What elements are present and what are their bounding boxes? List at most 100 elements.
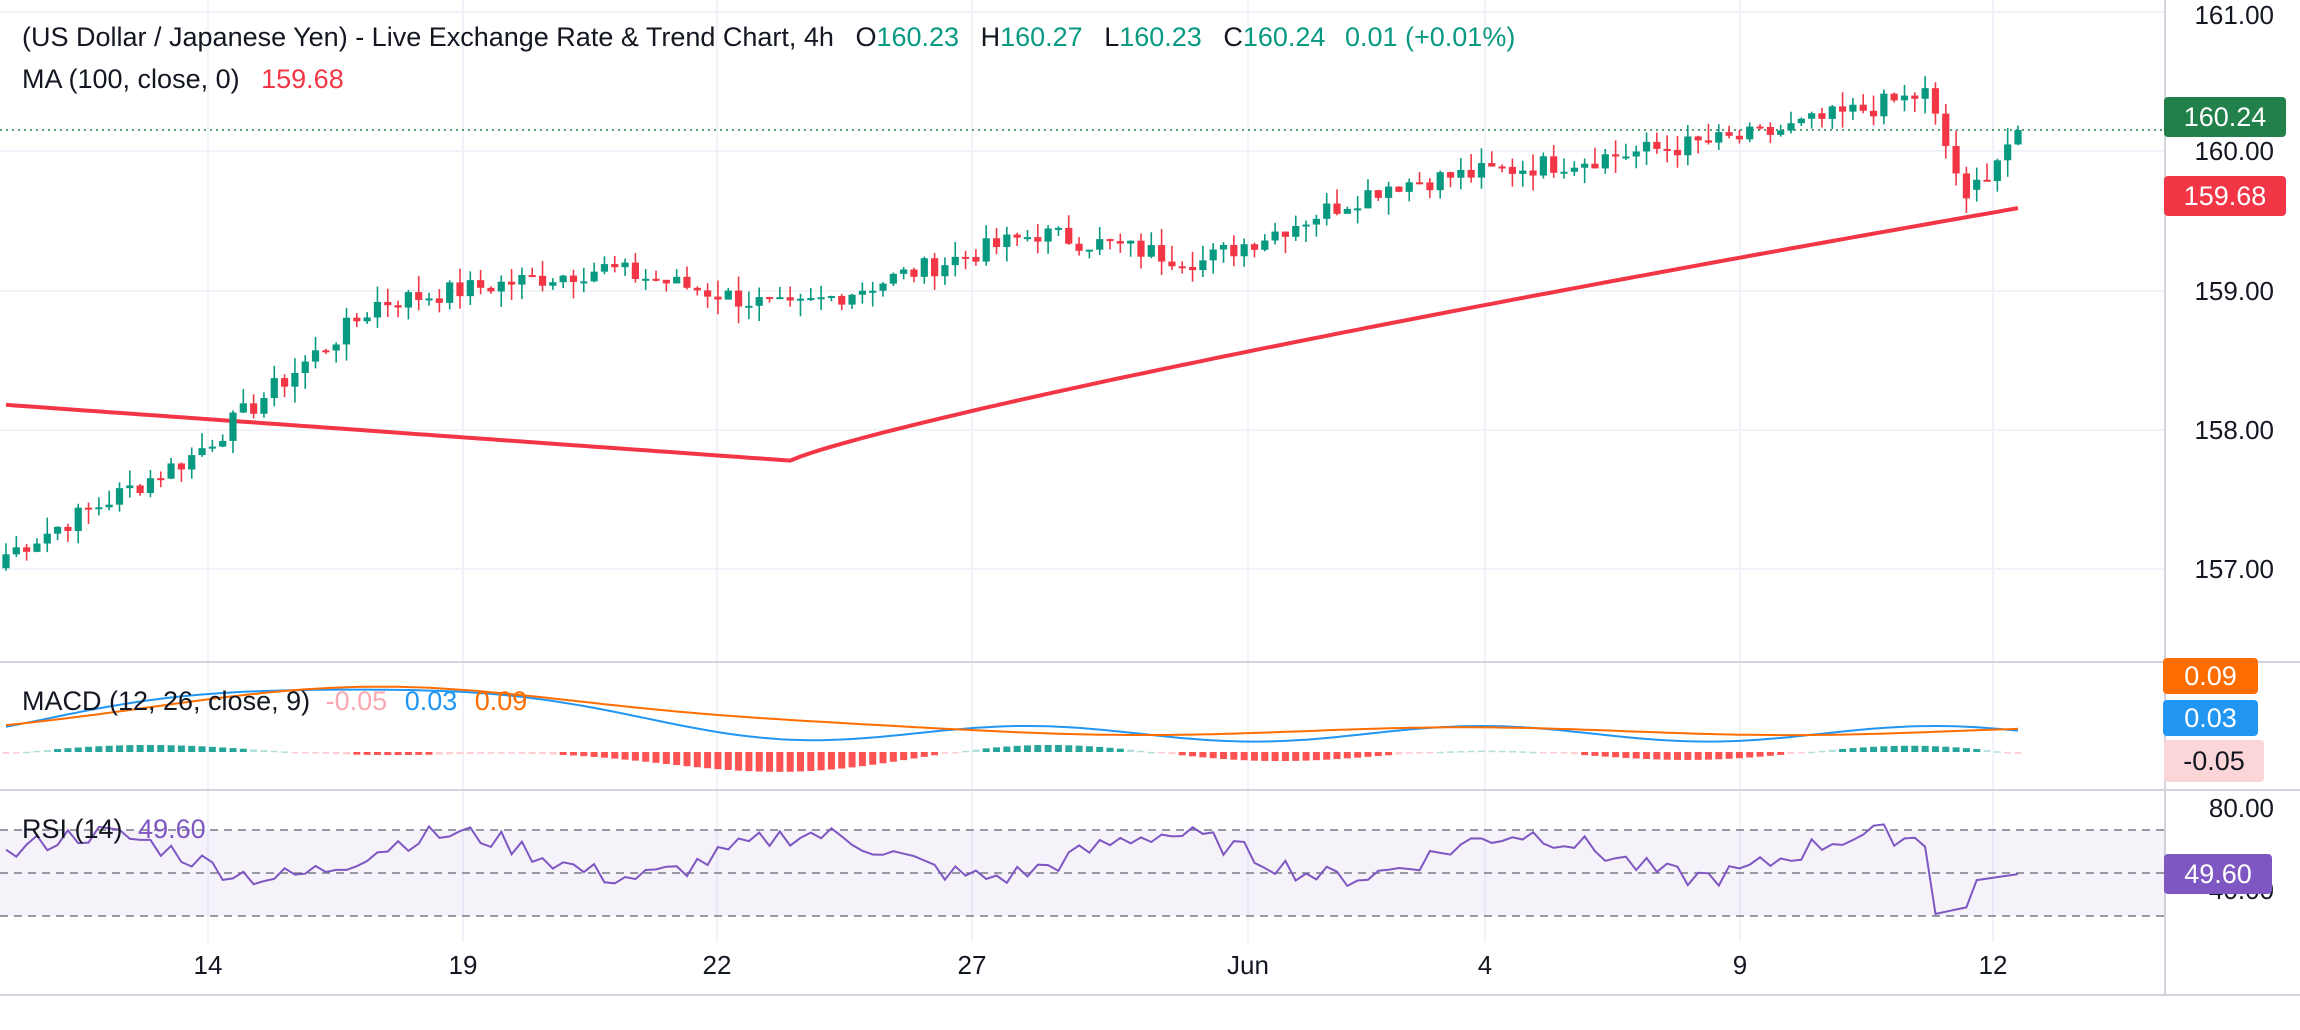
candle-body xyxy=(1158,245,1166,262)
candle-body xyxy=(1601,154,1609,169)
candle-body xyxy=(1096,239,1104,250)
candle-body xyxy=(1415,182,1424,185)
macd-histogram-bar xyxy=(858,752,866,767)
candle-body xyxy=(1488,163,1496,167)
candle-body xyxy=(1622,156,1630,159)
candle-body xyxy=(1323,203,1331,219)
macd-legend[interactable]: MACD (12, 26, close, 9) -0.05 0.03 0.09 xyxy=(22,686,528,716)
candle-body xyxy=(693,287,701,291)
candle-body xyxy=(992,238,1001,248)
macd-histogram-bar xyxy=(869,752,877,765)
candle-body xyxy=(1694,136,1702,141)
candle-body xyxy=(1013,234,1021,238)
macd-histogram-bar xyxy=(2004,752,2012,754)
macd-histogram-bar xyxy=(1550,752,1558,754)
price-axis-label: 160.00 xyxy=(2194,136,2274,166)
macd-histogram-bar xyxy=(167,745,175,752)
date-label: 19 xyxy=(448,950,478,980)
macd-histogram-bar xyxy=(735,752,743,771)
candle-body xyxy=(1725,132,1733,136)
rsi-axis-upper: 80.00 xyxy=(2208,793,2274,823)
candle-body xyxy=(198,448,206,456)
macd-histogram-bar xyxy=(807,752,815,771)
candle-body xyxy=(518,275,526,285)
candle-body xyxy=(951,256,959,266)
macd-histogram-bar xyxy=(1931,746,1939,752)
candle-body xyxy=(1230,244,1238,257)
macd-histogram-bar xyxy=(1374,752,1382,757)
candle-body xyxy=(23,547,31,552)
candle-body xyxy=(177,463,186,470)
candle-body xyxy=(1374,190,1382,198)
date-label: 14 xyxy=(193,950,223,980)
candle-body xyxy=(1395,186,1403,192)
macd-histogram-bar xyxy=(1983,750,1991,752)
candle-body xyxy=(1880,93,1888,117)
candle-body xyxy=(941,265,949,277)
candle-body xyxy=(43,533,51,544)
macd-histogram-bar xyxy=(662,752,670,764)
candle-body xyxy=(848,294,856,305)
candle-body xyxy=(208,446,216,449)
macd-histogram-bar xyxy=(12,752,20,754)
candle-body xyxy=(136,485,144,494)
candle-body xyxy=(704,290,712,297)
macd-histogram-bar xyxy=(972,749,980,752)
candle-body xyxy=(652,278,660,281)
macd-histogram-bar xyxy=(1488,750,1496,753)
candle-body xyxy=(1385,186,1393,198)
candle-body xyxy=(1818,113,1826,119)
candle-body xyxy=(1405,182,1413,192)
macd-histogram-bar xyxy=(1529,751,1537,754)
candle-body xyxy=(1034,237,1042,242)
macd-histogram-bar xyxy=(229,748,237,752)
ma-price-tag: 159.68 xyxy=(2164,176,2286,216)
macd-histogram-bar xyxy=(1333,752,1341,760)
candle-body xyxy=(1766,126,1774,135)
macd-histogram-bar xyxy=(796,752,804,772)
macd-histogram-bar xyxy=(1199,752,1207,758)
candle-body xyxy=(12,547,20,555)
candle-body xyxy=(807,298,815,301)
macd-histogram-bar xyxy=(208,746,216,752)
candle-body xyxy=(1828,106,1836,119)
macd-histogram-bar xyxy=(239,748,247,752)
macd-histogram-bar xyxy=(384,752,392,756)
macd-histogram-bar xyxy=(466,752,474,755)
macd-histogram-bar xyxy=(518,752,526,754)
last-price-tag: 160.24 xyxy=(2164,97,2286,137)
macd-histogram-bar xyxy=(126,745,134,752)
macd-pane xyxy=(2,685,2022,772)
candle-body xyxy=(1591,163,1599,169)
macd-histogram-bar xyxy=(342,752,350,755)
instrument-title: (US Dollar / Japanese Yen) - Live Exchan… xyxy=(22,22,834,52)
candle-body xyxy=(600,264,609,272)
macd-histogram-bar xyxy=(1116,748,1124,752)
candle-body xyxy=(1498,166,1506,169)
open-value: 160.23 xyxy=(876,22,960,52)
macd-histogram-bar xyxy=(1591,752,1599,756)
macd-histogram-bar xyxy=(528,752,536,754)
ma100-line xyxy=(0,129,2165,463)
candle-body xyxy=(1261,240,1269,250)
ma-legend[interactable]: MA (100, close, 0) 159.68 xyxy=(22,64,344,94)
candle-body xyxy=(1302,224,1310,227)
candle-body xyxy=(1942,113,1950,147)
macd-histogram-bar xyxy=(1570,752,1578,755)
macd-histogram-bar xyxy=(1921,745,1929,752)
macd-histogram-bar xyxy=(281,751,289,753)
candle-body xyxy=(1219,244,1228,250)
macd-histogram-bar xyxy=(312,752,320,754)
macd-histogram-bar xyxy=(642,752,650,762)
macd-histogram-bar xyxy=(1704,752,1712,760)
candle-body xyxy=(2014,130,2022,145)
date-label: 4 xyxy=(1477,950,1493,980)
macd-histogram-bar xyxy=(817,752,825,771)
macd-histogram-bar xyxy=(962,750,970,753)
macd-histogram-bar xyxy=(827,752,835,770)
macd-histogram-bar xyxy=(1808,751,1816,754)
candle-body xyxy=(910,269,918,277)
rsi-legend[interactable]: RSI (14) 49.60 xyxy=(22,814,206,844)
candle-body xyxy=(239,403,247,413)
